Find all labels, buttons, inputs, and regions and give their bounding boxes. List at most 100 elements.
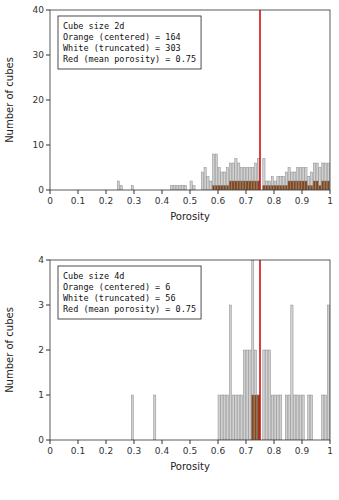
- bar: [266, 186, 268, 191]
- bar: [240, 395, 242, 440]
- bar: [288, 168, 290, 191]
- bar: [154, 395, 156, 440]
- bar: [224, 172, 226, 190]
- bar: [277, 395, 279, 440]
- bar: [299, 181, 301, 190]
- bar: [291, 305, 293, 440]
- bar: [271, 177, 273, 191]
- bar: [232, 395, 234, 440]
- bar: [263, 186, 265, 191]
- bar: [324, 181, 326, 190]
- x-tick-label: 0.7: [239, 446, 253, 456]
- x-tick-label: 0.4: [155, 446, 170, 456]
- bar: [131, 395, 133, 440]
- bar: [173, 186, 175, 191]
- x-tick: [330, 440, 331, 444]
- bar: [285, 186, 287, 191]
- bar: [294, 181, 296, 190]
- x-tick: [302, 190, 303, 194]
- x-tick: [246, 440, 247, 444]
- x-tick: [50, 440, 51, 444]
- panel: 00.10.20.30.40.50.60.70.80.91010203040Po…: [4, 5, 333, 222]
- x-tick-label: 0.8: [267, 196, 282, 206]
- y-tick-label: 10: [33, 140, 45, 150]
- y-tick-label: 0: [38, 435, 44, 445]
- x-tick-label: 0.6: [211, 446, 226, 456]
- bar: [252, 181, 254, 190]
- chart-container: 00.10.20.30.40.50.60.70.80.91010203040Po…: [0, 0, 339, 500]
- bar: [221, 172, 223, 190]
- x-tick: [134, 440, 135, 444]
- bar: [190, 181, 192, 190]
- x-tick-label: 0.1: [71, 196, 85, 206]
- x-tick-label: 0.2: [99, 196, 113, 206]
- bar: [235, 395, 237, 440]
- bar: [296, 395, 298, 440]
- bar: [308, 186, 310, 191]
- annotation-line: Cube size 2d: [63, 21, 124, 31]
- bar: [221, 395, 223, 440]
- annotation-frame: [58, 16, 201, 69]
- y-tick-label: 4: [38, 255, 44, 265]
- y-tick-label: 0: [38, 185, 44, 195]
- bar: [313, 181, 315, 190]
- bar: [232, 181, 234, 190]
- annotation-box: Cube size 4dOrange (centered) = 6White (…: [58, 266, 201, 319]
- bar: [249, 168, 251, 191]
- bar: [218, 395, 220, 440]
- bar: [215, 154, 217, 190]
- bar: [249, 350, 251, 440]
- bar: [310, 186, 312, 191]
- chart-svg: 00.10.20.30.40.50.60.70.80.91010203040Po…: [0, 0, 339, 500]
- bar: [316, 181, 318, 190]
- annotation-line: Orange (centered) = 164: [63, 32, 181, 42]
- bar: [305, 168, 307, 191]
- annotation-box: Cube size 2dOrange (centered) = 164White…: [58, 16, 201, 69]
- bar: [280, 177, 282, 191]
- bar: [170, 186, 172, 191]
- x-tick-label: 1: [327, 196, 333, 206]
- annotation-line: Cube size 4d: [63, 271, 124, 281]
- bar: [120, 186, 122, 191]
- bar: [254, 181, 256, 190]
- bar: [257, 395, 259, 440]
- x-tick: [218, 190, 219, 194]
- bar: [235, 159, 237, 191]
- bar: [299, 395, 301, 440]
- bar: [285, 395, 287, 440]
- bar: [316, 163, 318, 190]
- x-tick-label: 0.9: [295, 446, 310, 456]
- x-tick-label: 0.9: [295, 196, 310, 206]
- bar: [268, 186, 270, 191]
- mean-line: [259, 10, 261, 190]
- bar: [266, 350, 268, 440]
- bar: [224, 186, 226, 191]
- bar: [308, 395, 310, 440]
- x-tick-label: 0: [47, 446, 53, 456]
- x-tick: [162, 190, 163, 194]
- x-tick: [330, 190, 331, 194]
- bar: [280, 186, 282, 191]
- bar: [324, 395, 326, 440]
- bar: [229, 181, 231, 190]
- annotation-line: Orange (centered) = 6: [63, 282, 170, 292]
- bar: [221, 186, 223, 191]
- bar: [268, 181, 270, 190]
- bar: [313, 163, 315, 190]
- x-tick-label: 0.8: [267, 446, 282, 456]
- y-tick-label: 3: [38, 300, 44, 310]
- x-tick: [274, 440, 275, 444]
- y-tick-label: 20: [33, 95, 45, 105]
- bar: [193, 186, 195, 191]
- bar: [254, 163, 256, 190]
- bar: [263, 159, 265, 191]
- y-tick-label: 40: [33, 5, 45, 15]
- panel: 00.10.20.30.40.50.60.70.80.9101234Porosi…: [4, 255, 333, 472]
- bar: [322, 395, 324, 440]
- bar: [257, 159, 259, 191]
- bar: [296, 181, 298, 190]
- bar: [254, 350, 256, 440]
- plot-frame: [50, 260, 330, 440]
- x-tick: [78, 440, 79, 444]
- bar: [212, 154, 214, 190]
